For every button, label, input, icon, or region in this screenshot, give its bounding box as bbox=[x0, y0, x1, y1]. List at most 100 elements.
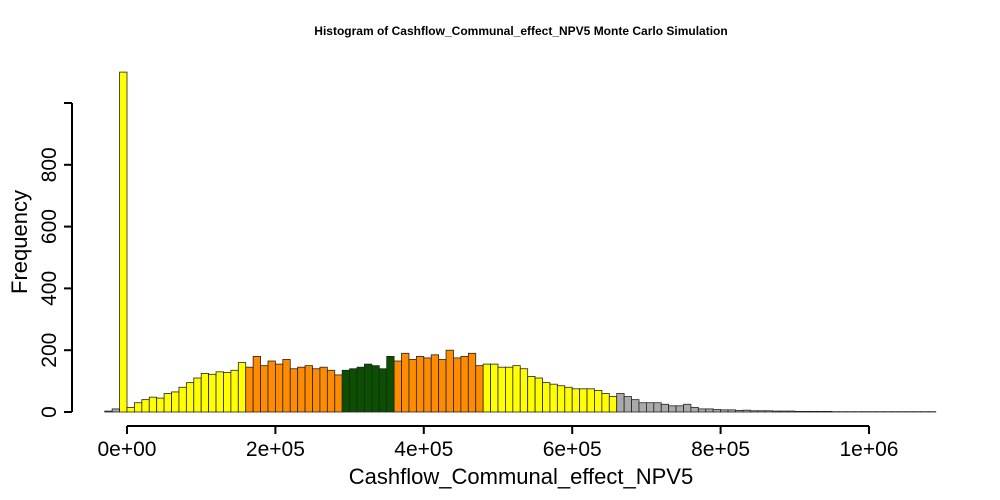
x-axis-label: Cashflow_Communal_effect_NPV5 bbox=[349, 464, 693, 489]
histogram-bar bbox=[252, 355, 261, 413]
histogram-bar bbox=[490, 363, 499, 413]
histogram-bar bbox=[178, 386, 187, 413]
x-tick-label: 1e+06 bbox=[840, 438, 899, 461]
y-tick-label: 200 bbox=[38, 333, 61, 368]
histogram-bar bbox=[579, 388, 588, 413]
histogram-bar bbox=[697, 408, 707, 413]
histogram-bar bbox=[356, 366, 365, 413]
histogram-bar bbox=[534, 377, 543, 413]
histogram-bar bbox=[601, 393, 610, 413]
histogram-bar bbox=[185, 382, 195, 413]
histogram-bar bbox=[334, 374, 343, 413]
histogram-bar bbox=[467, 352, 477, 413]
histogram-bar bbox=[549, 383, 558, 413]
histogram-bar bbox=[742, 409, 751, 413]
histogram-bar bbox=[341, 369, 350, 413]
histogram-bar bbox=[193, 377, 202, 413]
histogram-bar bbox=[757, 410, 766, 413]
histogram-bar bbox=[720, 409, 729, 413]
histogram-bar bbox=[119, 71, 128, 413]
histogram-bar bbox=[408, 359, 417, 413]
histogram-bar bbox=[705, 408, 714, 413]
histogram-bar bbox=[267, 360, 276, 413]
histogram-bar bbox=[319, 366, 328, 413]
histogram-bar bbox=[556, 385, 566, 413]
histogram-bar bbox=[749, 410, 759, 413]
histogram-bar bbox=[623, 396, 632, 413]
histogram-bar bbox=[660, 403, 670, 413]
histogram-bar bbox=[349, 368, 358, 413]
histogram-bar bbox=[297, 366, 306, 413]
histogram-bar bbox=[675, 405, 684, 413]
histogram-bar bbox=[608, 396, 618, 413]
histogram-bar bbox=[683, 403, 692, 413]
histogram-bar bbox=[475, 365, 484, 413]
histogram-bar bbox=[735, 410, 744, 413]
histogram-bar bbox=[415, 355, 425, 413]
y-axis-label: Frequency bbox=[7, 190, 32, 294]
histogram-bar bbox=[616, 393, 625, 413]
y-tick-label: 600 bbox=[38, 209, 61, 244]
histogram-bar bbox=[594, 389, 603, 413]
histogram-bar bbox=[378, 368, 388, 413]
histogram-bar bbox=[237, 362, 247, 413]
histogram-bar bbox=[824, 410, 833, 413]
histogram-bar bbox=[786, 410, 796, 413]
histogram-bar bbox=[364, 363, 373, 413]
histogram-bar bbox=[772, 410, 781, 413]
histogram-bar bbox=[527, 376, 536, 413]
histogram-bar bbox=[712, 409, 721, 413]
histogram-bar bbox=[401, 352, 410, 413]
histogram-bar bbox=[304, 365, 313, 413]
histogram-bar bbox=[512, 365, 521, 413]
histogram-bar bbox=[215, 371, 224, 413]
histogram-bar bbox=[208, 373, 217, 413]
histogram-bar bbox=[816, 410, 825, 413]
histogram-bar bbox=[126, 406, 135, 413]
x-tick-label: 2e+05 bbox=[246, 438, 305, 461]
histogram-bar bbox=[312, 368, 321, 413]
histogram-bar bbox=[505, 366, 514, 413]
histogram-bar bbox=[794, 410, 803, 413]
x-tick-label: 6e+05 bbox=[543, 438, 602, 461]
histogram-bar bbox=[326, 369, 336, 413]
histogram-bar bbox=[200, 372, 210, 413]
histogram-bar bbox=[460, 355, 469, 413]
histogram-bar bbox=[653, 402, 662, 413]
histogram-bar bbox=[646, 402, 655, 413]
histogram-bar bbox=[631, 399, 640, 413]
histogram-bar bbox=[668, 405, 677, 413]
histogram-bars bbox=[104, 71, 937, 413]
histogram-bar bbox=[148, 396, 158, 413]
histogram-bar bbox=[111, 408, 120, 413]
histogram-bar bbox=[638, 402, 647, 413]
histogram-bar bbox=[727, 409, 736, 413]
histogram-bar bbox=[104, 410, 113, 413]
histogram-bar bbox=[482, 363, 491, 413]
y-tick-label: 400 bbox=[38, 271, 61, 306]
y-tick-label: 0 bbox=[38, 406, 61, 418]
histogram-bar bbox=[779, 410, 788, 413]
histogram-bar bbox=[282, 359, 291, 413]
histogram-bar bbox=[134, 402, 143, 413]
histogram-bar bbox=[497, 366, 506, 413]
y-axis-ticks: 0 200 400 600 800 bbox=[38, 102, 72, 418]
histogram-bar bbox=[223, 372, 232, 413]
histogram-bar bbox=[289, 368, 299, 413]
histogram-bar bbox=[141, 399, 150, 413]
histogram-bar bbox=[245, 366, 254, 413]
histogram-bar bbox=[690, 406, 699, 413]
histogram-bar bbox=[542, 382, 551, 413]
histogram-bar bbox=[453, 357, 462, 413]
histogram-bar bbox=[445, 349, 454, 413]
histogram-bar bbox=[519, 368, 529, 413]
histogram-bar bbox=[393, 360, 402, 413]
histogram-bar bbox=[801, 410, 811, 413]
histogram-bar bbox=[809, 410, 818, 413]
x-tick-label: 0e+00 bbox=[98, 438, 157, 461]
histogram-bar bbox=[260, 365, 269, 413]
histogram-bar bbox=[156, 397, 165, 413]
x-tick-label: 4e+05 bbox=[394, 438, 453, 461]
histogram-bar bbox=[764, 410, 773, 413]
